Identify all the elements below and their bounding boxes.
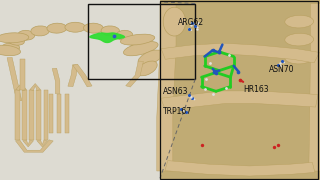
Point: [188, 95, 193, 98]
Text: TRP167: TRP167: [163, 107, 192, 116]
Point: [189, 97, 195, 100]
Point: [212, 70, 217, 73]
Ellipse shape: [116, 30, 133, 40]
Point: [202, 88, 207, 91]
Polygon shape: [23, 140, 34, 147]
Point: [193, 25, 198, 28]
Polygon shape: [157, 4, 176, 171]
Ellipse shape: [65, 22, 85, 32]
Ellipse shape: [124, 41, 158, 56]
Ellipse shape: [126, 36, 143, 45]
Point: [237, 79, 243, 82]
Bar: [0, 0, 160, 180]
Point: [112, 35, 117, 38]
Point: [271, 145, 276, 148]
Point: [276, 143, 281, 146]
Ellipse shape: [84, 23, 103, 33]
Point: [276, 63, 281, 66]
Ellipse shape: [285, 15, 314, 28]
Ellipse shape: [163, 7, 186, 36]
Point: [210, 49, 215, 52]
Ellipse shape: [18, 30, 35, 40]
Point: [178, 107, 183, 110]
Point: [196, 22, 201, 25]
Ellipse shape: [31, 26, 49, 36]
Point: [236, 70, 241, 73]
Polygon shape: [44, 90, 48, 140]
Polygon shape: [68, 65, 78, 87]
Point: [210, 93, 215, 95]
Point: [186, 94, 191, 97]
Ellipse shape: [138, 50, 163, 65]
Polygon shape: [7, 57, 22, 101]
Polygon shape: [20, 59, 25, 90]
Ellipse shape: [8, 36, 24, 45]
Ellipse shape: [0, 45, 20, 56]
Ellipse shape: [131, 43, 148, 51]
Polygon shape: [29, 90, 34, 140]
Point: [207, 62, 212, 65]
Polygon shape: [15, 90, 20, 140]
Bar: [160, 0, 320, 180]
Polygon shape: [65, 94, 69, 133]
Point: [189, 21, 195, 24]
Point: [213, 71, 219, 74]
Ellipse shape: [120, 34, 155, 45]
Polygon shape: [126, 61, 143, 87]
Point: [186, 27, 191, 30]
Ellipse shape: [47, 23, 67, 33]
Polygon shape: [165, 161, 315, 176]
Point: [189, 24, 194, 27]
Point: [194, 27, 199, 30]
Point: [226, 53, 231, 56]
Point: [183, 110, 188, 113]
Polygon shape: [52, 68, 60, 94]
Point: [217, 50, 222, 53]
Polygon shape: [36, 90, 41, 140]
Polygon shape: [49, 94, 53, 133]
Ellipse shape: [285, 51, 314, 64]
Ellipse shape: [101, 26, 120, 36]
Point: [204, 78, 209, 80]
Polygon shape: [16, 140, 53, 152]
Point: [180, 109, 186, 112]
Ellipse shape: [285, 33, 314, 46]
Polygon shape: [161, 43, 319, 63]
Text: ASN70: ASN70: [269, 65, 294, 74]
Ellipse shape: [2, 43, 20, 51]
Text: HR163: HR163: [243, 85, 269, 94]
Polygon shape: [37, 140, 48, 147]
Polygon shape: [57, 94, 61, 133]
Bar: [88, 4, 195, 79]
Bar: [160, 1, 318, 179]
Polygon shape: [90, 33, 124, 42]
Ellipse shape: [137, 61, 157, 76]
Text: ARG62: ARG62: [178, 18, 204, 27]
Point: [199, 143, 204, 146]
Point: [279, 60, 284, 63]
Polygon shape: [16, 84, 27, 90]
Polygon shape: [22, 90, 27, 140]
Polygon shape: [73, 64, 92, 87]
Point: [278, 61, 283, 64]
Ellipse shape: [0, 33, 29, 43]
Polygon shape: [161, 91, 318, 111]
Point: [223, 87, 228, 90]
Text: ASN63: ASN63: [163, 87, 189, 96]
Polygon shape: [30, 84, 41, 90]
Polygon shape: [309, 4, 320, 171]
